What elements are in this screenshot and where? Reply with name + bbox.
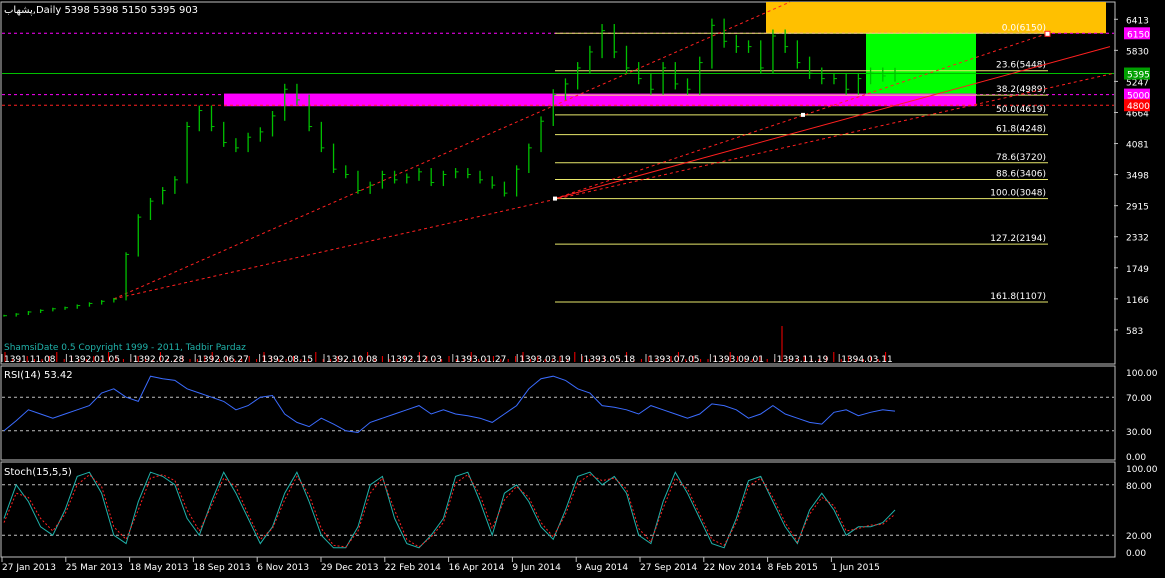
rsi-title: RSI(14) 53.42 [4,370,73,381]
shamsi-date-label: 1392.08.15 [262,355,314,365]
stoch-title: Stoch(15,5,5) [4,467,72,478]
rsi-tick-label: 100.00 [1126,369,1158,379]
price-tag [1124,99,1150,112]
stoch-panel [0,461,1116,558]
y-tick-label: 1749 [1126,265,1149,275]
shamsi-date-label: 1393.03.19 [519,355,571,365]
x-tick-label: 29 Dec 2013 [321,563,379,573]
y-tick-label: 6413 [1126,16,1149,26]
price-tag [1124,88,1150,101]
rsi-line [3,375,896,434]
stoch-tick-label: 80.00 [1126,482,1152,492]
fib-level-label: 127.2(2194) [990,234,1046,244]
x-tick-label: 25 Mar 2013 [66,563,123,573]
x-tick-label: 18 Sep 2013 [193,563,250,573]
trend-channel-upper [113,1,791,300]
x-tick-label: 22 Nov 2014 [704,563,762,573]
fib-level-label: 0.0(6150) [1002,23,1046,33]
shamsi-date-label: 1392.06.27 [197,355,249,365]
x-tick-label: 22 Feb 2014 [385,563,441,573]
rsi-tick-label: 30.00 [1126,428,1152,438]
stoch-tick-label: 0.00 [1126,549,1146,559]
rsi-panel [0,365,1116,461]
y-tick-label: 4664 [1126,109,1149,119]
stoch-tick-label: 100.00 [1126,465,1158,475]
x-tick-label: 16 Apr 2014 [449,563,505,573]
trend-line-support [554,46,1111,200]
shamsi-date-label: 1394.03.11 [841,355,893,365]
chart-title: پشهاب,Daily 5398 5398 5150 5395 903 [4,5,198,16]
shamsi-date-label: 1393.07.05 [648,355,700,365]
fib-level-label: 100.0(3048) [990,189,1046,199]
x-tick-label: 6 Nov 2013 [257,563,309,573]
fib-level-label: 88.6(3406) [996,170,1046,180]
shamsi-date-label: 1393.11.19 [777,355,829,365]
shamsi-date-label: 1393.09.01 [712,355,764,365]
fib-level-label: 61.8(4248) [996,125,1046,135]
stoch-tick-label: 20.00 [1126,532,1152,542]
shamsi-date-label: 1392.10.08 [326,355,378,365]
price-tag [1124,27,1150,40]
y-tick-label: 5830 [1126,47,1149,57]
shamsi-date-label: 1392.02.28 [133,355,185,365]
y-tick-label: 1166 [1126,296,1149,306]
x-tick-label: 27 Sep 2014 [640,563,697,573]
price-panel [0,1,1116,365]
fib-level-label: 50.0(4619) [996,105,1046,115]
y-tick-label: 4081 [1126,141,1149,151]
fib-level-label: 23.6(5448) [996,61,1046,71]
x-tick-label: 1 Jun 2015 [831,563,879,573]
trend-channel-lower [113,72,1115,300]
shamsi-date-label: 1391.11.08 [4,355,56,365]
support-band [224,93,976,107]
x-tick-label: 27 Jan 2013 [2,563,56,573]
shamsi-date-label: 1393.01.27 [455,355,507,365]
anchor-point[interactable] [553,196,557,201]
fib-level-label: 161.8(1107) [990,292,1046,302]
price-tag-label: 5000 [1127,92,1150,102]
stoch-signal-line [3,473,896,548]
price-tag-label: 5395 [1127,71,1150,81]
watermark-text: ShamsiDate 0.5 Copyright 1999 - 2011, Ta… [4,343,246,353]
x-tick-label: 8 Feb 2015 [768,563,818,573]
resistance-zone [766,2,1106,34]
price-tag-label: 4800 [1127,102,1150,112]
x-tick-label: 9 Jun 2014 [512,563,561,573]
y-tick-label: 5247 [1126,78,1149,88]
stoch-main-line [3,471,896,549]
rsi-tick-label: 0.00 [1126,453,1146,463]
x-tick-label: 9 Aug 2014 [576,563,628,573]
anchor-point[interactable] [1044,30,1051,37]
y-tick-label: 583 [1126,327,1143,337]
target-zone [866,33,976,95]
shamsi-date-label: 1393.05.18 [584,355,636,365]
y-tick-label: 2915 [1126,203,1149,213]
fib-level-label: 78.6(3720) [996,153,1046,163]
price-tag [1124,67,1150,80]
y-tick-label: 3498 [1126,172,1149,182]
fib-level-label: 38.2(4989) [996,85,1046,95]
anchor-point[interactable] [801,112,805,117]
x-tick-label: 18 May 2013 [130,563,189,573]
y-tick-label: 2332 [1126,234,1149,244]
rsi-tick-label: 70.00 [1126,394,1152,404]
shamsi-date-label: 1392.01.05 [68,355,120,365]
price-tag-label: 6150 [1127,30,1150,40]
shamsi-date-label: 1392.12.03 [390,355,442,365]
